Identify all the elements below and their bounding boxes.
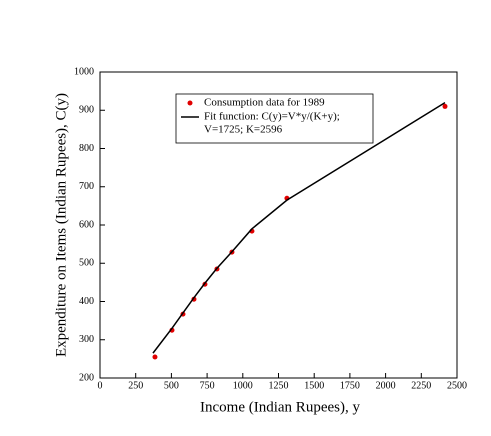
x-axis-title: Income (Indian Rupees), y (200, 399, 360, 415)
y-tick-label: 900 (79, 105, 94, 116)
x-tick-label: 2250 (411, 380, 431, 391)
y-tick-label: 600 (79, 219, 94, 230)
x-tick-label: 1750 (340, 380, 360, 391)
y-tick-label: 400 (79, 296, 94, 307)
x-tick-label: 500 (164, 380, 179, 391)
y-axis-title: Expenditure on Items (Indian Rupees), C(… (53, 93, 69, 357)
x-tick-label: 2000 (376, 380, 396, 391)
y-tick-label: 1000 (74, 66, 94, 77)
data-point (152, 354, 158, 360)
x-tick-label: 1000 (233, 380, 253, 391)
y-tick-label: 300 (79, 334, 94, 345)
data-point (442, 103, 448, 109)
legend-marker (187, 100, 193, 106)
x-tick-label: 1250 (269, 380, 289, 391)
legend: Consumption data for 1989 Fit function: C… (175, 93, 374, 144)
legend-text: V=1725; K=2596 (204, 124, 283, 136)
y-tick-label: 700 (79, 181, 94, 192)
legend-box (175, 93, 374, 144)
x-tick-label: 2500 (447, 380, 467, 391)
legend-text: Consumption data for 1989 (204, 97, 325, 109)
legend-text: Fit function: C(y)=V*y/(K+y); (204, 111, 340, 123)
x-tick-label: 750 (200, 380, 215, 391)
x-tick-label: 250 (128, 380, 143, 391)
y-tick-label: 200 (79, 372, 94, 383)
x-tick-label: 0 (98, 380, 103, 391)
fit-line (152, 101, 446, 354)
x-tick-label: 1500 (304, 380, 324, 391)
y-tick-label: 800 (79, 143, 94, 154)
y-tick-label: 500 (79, 258, 94, 269)
